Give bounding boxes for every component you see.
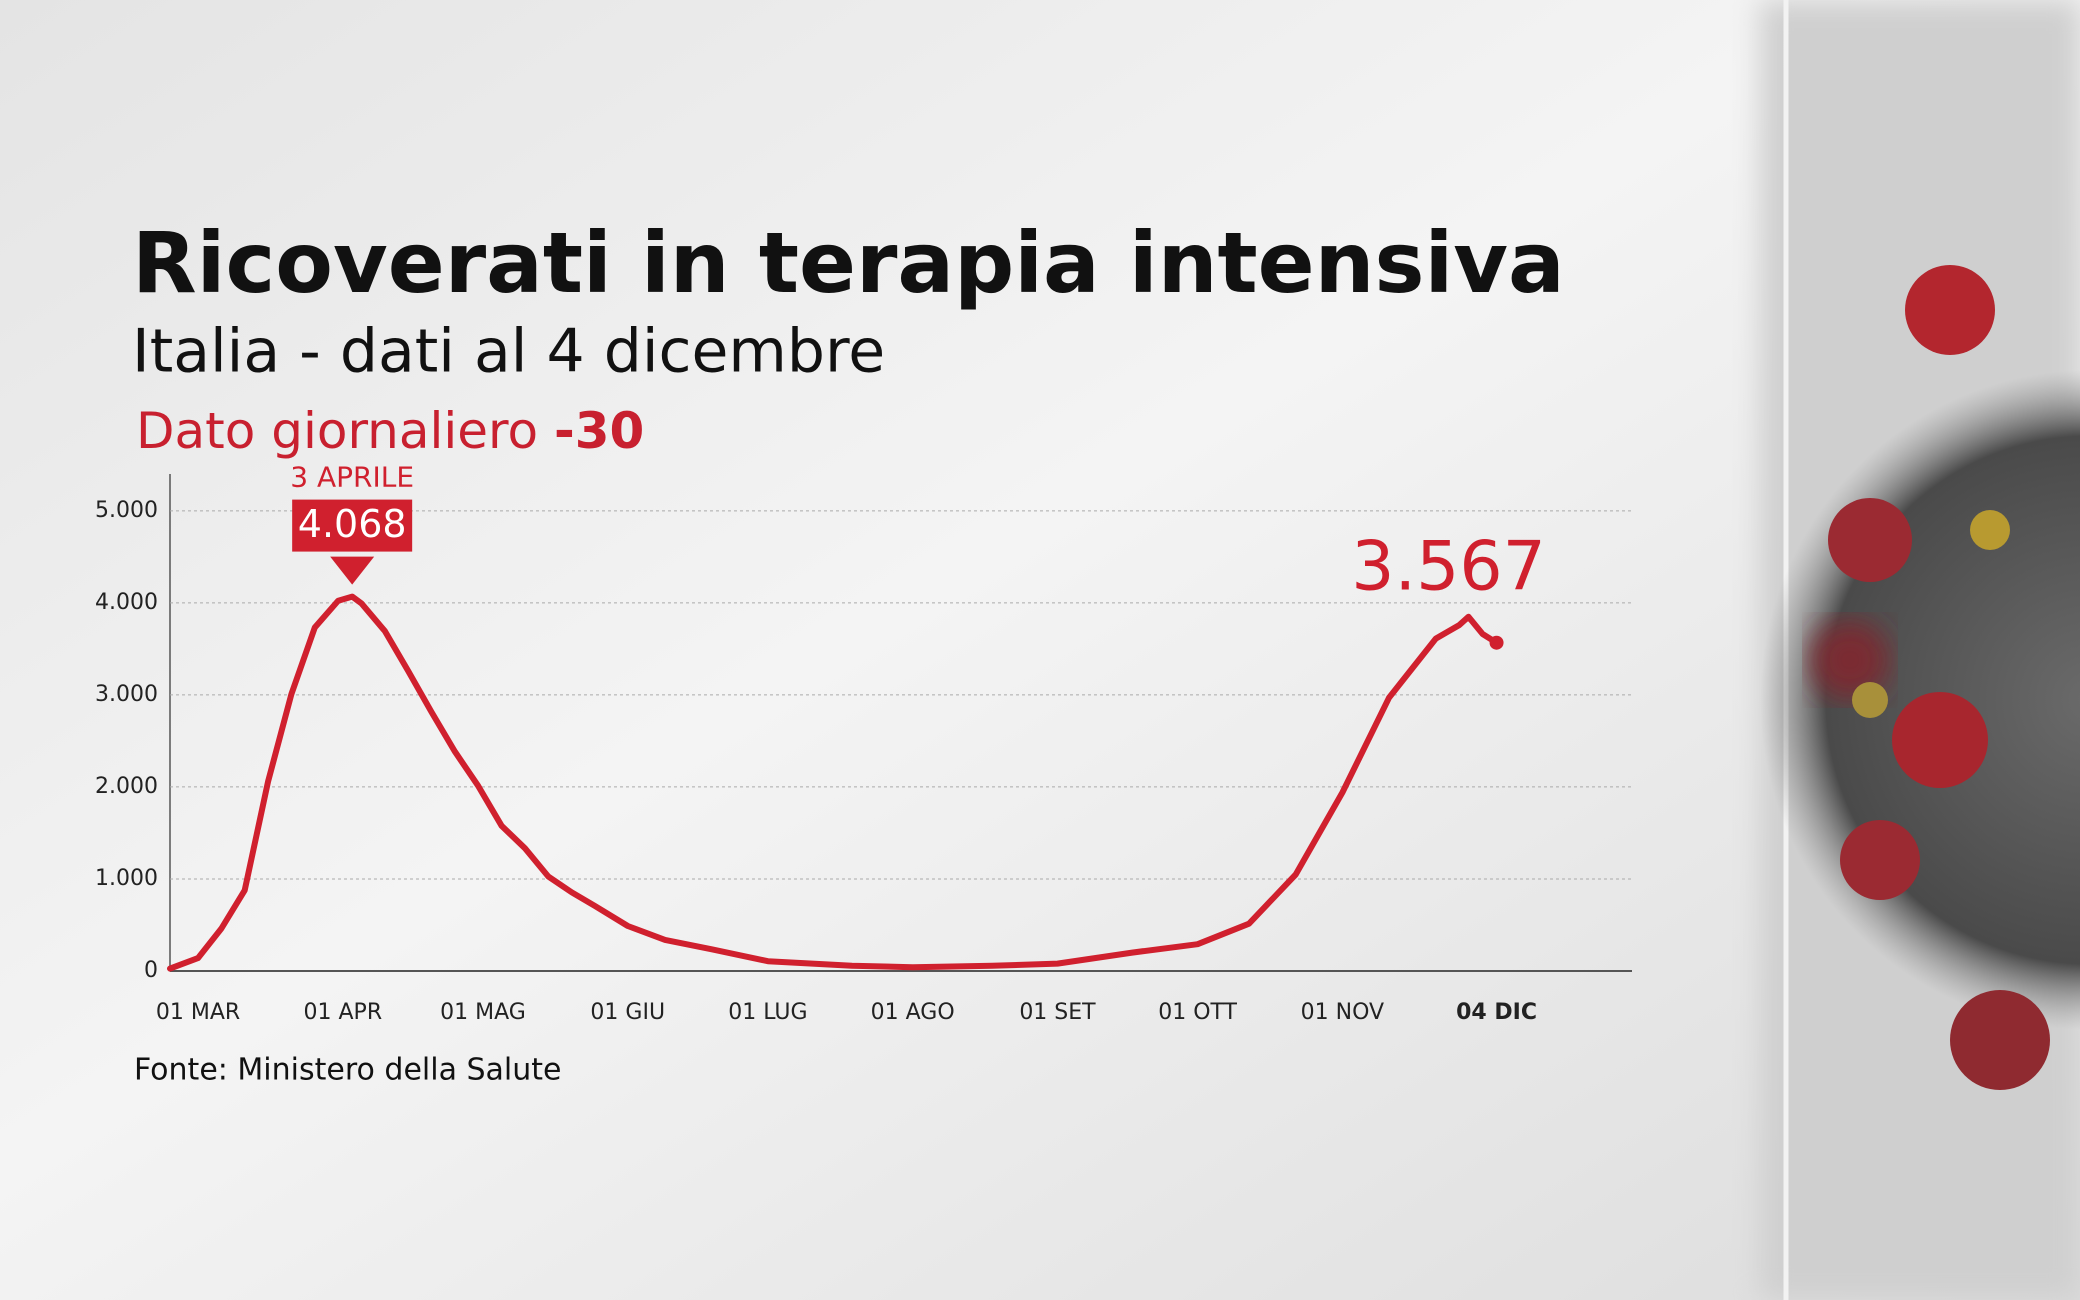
x-tick-label: 04 DIC: [1456, 1000, 1537, 1025]
daily-change: Dato giornaliero -30: [136, 402, 644, 460]
line: [167, 593, 1500, 972]
x-tick-label: 01 SET: [1019, 1000, 1096, 1025]
y-tick-label: 3.000: [95, 682, 158, 707]
end-point: [1489, 635, 1504, 650]
x-tick-label: 01 NOV: [1301, 1000, 1384, 1025]
x-tick-label: 01 MAG: [440, 1000, 526, 1025]
daily-value: -30: [554, 402, 644, 460]
decoration: [1760, 0, 2080, 1300]
title: Ricoverati in terapia intensiva: [132, 214, 1565, 312]
y-tick-label: 5.000: [95, 498, 158, 523]
y-tick-label: 2.000: [95, 774, 158, 799]
x-tick-label: 01 GIU: [590, 1000, 665, 1025]
source: Fonte: Ministero della Salute: [134, 1053, 562, 1088]
value-label: 4.068: [298, 502, 407, 546]
peak-pointer: [330, 556, 375, 585]
y-tick-label: 1.000: [95, 866, 158, 891]
annotation: 3 APRILE: [290, 461, 414, 494]
x-tick-label: 01 LUG: [728, 1000, 807, 1025]
peak-label-box: [292, 499, 413, 552]
daily-label: Dato giornaliero: [136, 402, 538, 460]
y-tick-label: 4.000: [95, 590, 158, 615]
subtitle: Italia - dati al 4 dicembre: [132, 317, 885, 387]
value-label: 3.567: [1351, 527, 1546, 606]
x-tick-label: 01 AGO: [871, 1000, 955, 1025]
x-tick-label: 01 MAR: [156, 1000, 240, 1025]
y-tick-label: 0: [144, 958, 158, 983]
x-tick-label: 01 OTT: [1158, 1000, 1237, 1025]
x-tick-label: 01 APR: [304, 1000, 383, 1025]
